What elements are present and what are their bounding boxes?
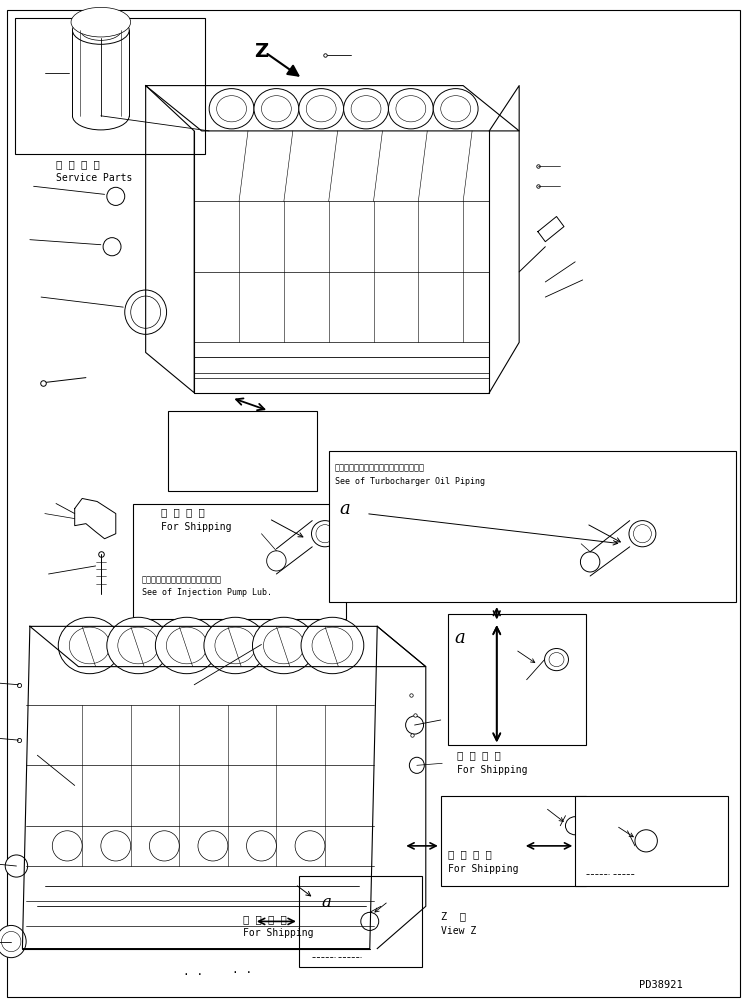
Ellipse shape — [71, 7, 131, 37]
Ellipse shape — [344, 89, 388, 129]
Ellipse shape — [545, 649, 568, 671]
Ellipse shape — [217, 96, 247, 122]
Ellipse shape — [254, 89, 299, 129]
Ellipse shape — [441, 96, 471, 122]
Ellipse shape — [69, 627, 110, 664]
Bar — [441, 796, 586, 886]
Ellipse shape — [209, 89, 254, 129]
Ellipse shape — [267, 551, 286, 571]
Bar — [133, 504, 346, 619]
Text: 運 搬 部 品: 運 搬 部 品 — [448, 849, 492, 859]
Text: For Shipping: For Shipping — [161, 522, 231, 532]
Ellipse shape — [107, 617, 170, 674]
Bar — [575, 796, 728, 886]
Text: . .: . . — [232, 965, 252, 975]
Ellipse shape — [361, 912, 379, 930]
Text: インジェクションポンプルーブ参照: インジェクションポンプルーブ参照 — [142, 575, 222, 584]
Text: For Shipping: For Shipping — [448, 864, 518, 874]
Ellipse shape — [406, 716, 424, 734]
Ellipse shape — [635, 830, 657, 852]
Ellipse shape — [252, 617, 315, 674]
Ellipse shape — [295, 831, 325, 861]
Ellipse shape — [247, 831, 276, 861]
Text: For Shipping: For Shipping — [457, 765, 527, 775]
Ellipse shape — [155, 617, 218, 674]
Text: View Z: View Z — [441, 926, 476, 937]
Ellipse shape — [388, 89, 433, 129]
Ellipse shape — [1, 931, 21, 952]
Ellipse shape — [580, 552, 600, 572]
Bar — [15, 18, 205, 154]
Ellipse shape — [316, 525, 334, 543]
Ellipse shape — [301, 617, 364, 674]
Ellipse shape — [264, 627, 304, 664]
Ellipse shape — [101, 831, 131, 861]
Text: a: a — [340, 500, 350, 519]
Ellipse shape — [396, 96, 426, 122]
Ellipse shape — [629, 521, 656, 547]
Ellipse shape — [204, 617, 267, 674]
Ellipse shape — [198, 831, 228, 861]
Ellipse shape — [261, 96, 291, 122]
Ellipse shape — [149, 831, 179, 861]
Text: 運 搬 部 品: 運 搬 部 品 — [161, 508, 205, 518]
Text: 補 給 専 用: 補 給 専 用 — [56, 159, 100, 169]
Text: Z: Z — [254, 42, 268, 61]
Ellipse shape — [52, 831, 82, 861]
Ellipse shape — [409, 757, 424, 773]
Bar — [299, 876, 422, 967]
Ellipse shape — [118, 627, 158, 664]
Ellipse shape — [72, 16, 129, 44]
Ellipse shape — [107, 187, 125, 205]
Ellipse shape — [125, 290, 167, 334]
Text: . .: . . — [183, 967, 203, 977]
Ellipse shape — [311, 521, 338, 547]
Ellipse shape — [81, 20, 121, 40]
Ellipse shape — [215, 627, 255, 664]
Text: See of Turbocharger Oil Piping: See of Turbocharger Oil Piping — [335, 477, 485, 486]
Ellipse shape — [549, 653, 564, 667]
Bar — [168, 411, 317, 491]
Text: For Shipping: For Shipping — [243, 928, 313, 939]
Text: a: a — [321, 894, 331, 911]
Ellipse shape — [0, 925, 26, 958]
Text: 運 搬 部 品: 運 搬 部 品 — [243, 914, 287, 924]
Text: PD38921: PD38921 — [639, 980, 683, 990]
Ellipse shape — [58, 617, 121, 674]
Ellipse shape — [306, 96, 336, 122]
Bar — [448, 614, 586, 745]
Ellipse shape — [103, 238, 121, 256]
Text: ターボチャージャオイルパイピング参照: ターボチャージャオイルパイピング参照 — [335, 463, 424, 472]
Ellipse shape — [633, 525, 651, 543]
Bar — [329, 451, 736, 602]
Ellipse shape — [167, 627, 207, 664]
Text: Z  視: Z 視 — [441, 911, 465, 921]
Text: See of Injection Pump Lub.: See of Injection Pump Lub. — [142, 588, 272, 597]
Ellipse shape — [433, 89, 478, 129]
Ellipse shape — [312, 627, 353, 664]
Text: 運 搬 部 品: 運 搬 部 品 — [457, 750, 501, 760]
Text: a: a — [454, 629, 465, 648]
Ellipse shape — [351, 96, 381, 122]
Text: Service Parts: Service Parts — [56, 173, 132, 183]
Ellipse shape — [131, 296, 161, 328]
Ellipse shape — [565, 817, 585, 835]
Ellipse shape — [299, 89, 344, 129]
Ellipse shape — [5, 855, 28, 877]
